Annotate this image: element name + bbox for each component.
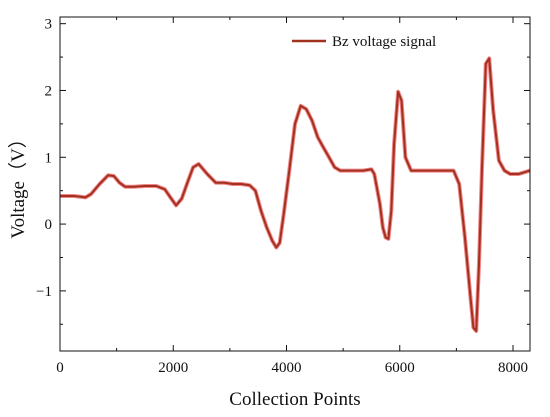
legend-label: Bz voltage signal <box>332 34 436 50</box>
x-tick-label: 2000 <box>158 360 188 376</box>
x-tick-label: 6000 <box>385 360 415 376</box>
legend: Bz voltage signal <box>292 34 436 50</box>
y-tick-label: 2 <box>45 83 53 99</box>
y-tick-label: 1 <box>45 150 53 166</box>
x-tick-label: 8000 <box>498 360 528 376</box>
x-tick-label: 4000 <box>272 360 302 376</box>
y-tick-label: 0 <box>45 217 53 233</box>
y-axis-title: Voltage（V） <box>7 129 29 238</box>
series-line <box>60 57 531 332</box>
series-layer <box>60 56 531 333</box>
x-tick-label: 0 <box>56 360 64 376</box>
plot-frame <box>59 16 531 352</box>
y-tick-label: 3 <box>45 17 53 33</box>
tick-layer: 0 2000 4000 6000 8000 −1 0 1 2 3 <box>36 17 530 376</box>
x-axis-title: Collection Points <box>229 389 360 410</box>
y-tick-label: −1 <box>36 284 52 300</box>
